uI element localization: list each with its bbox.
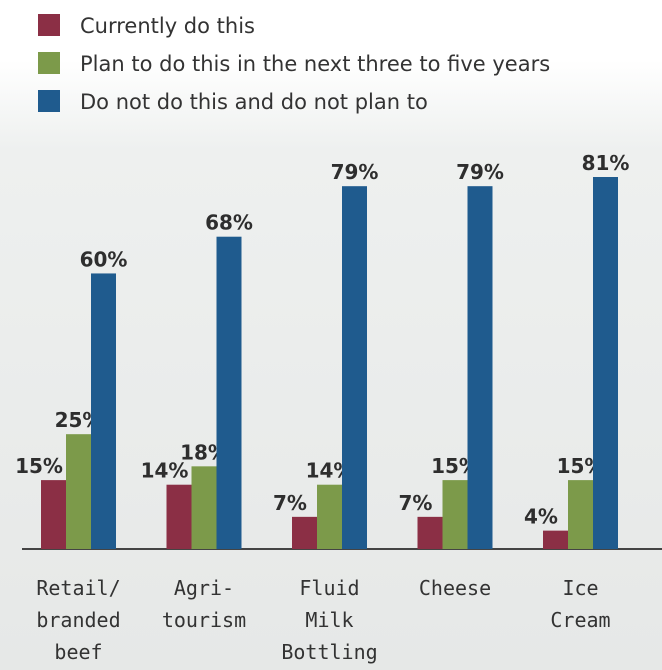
- bar-series-2-cat-1: [66, 434, 91, 549]
- category-label-3-line-1: Fluid: [299, 576, 359, 600]
- legend-label-1: Currently do this: [80, 14, 255, 38]
- category-label-5-line-1: Ice: [562, 576, 598, 600]
- legend-label-3: Do not do this and do not plan to: [80, 90, 428, 114]
- data-label-series-3-cat-2: 68%: [205, 211, 253, 235]
- data-label-series-3-cat-3: 79%: [331, 160, 379, 184]
- data-label-series-1-cat-5: 4%: [524, 505, 558, 529]
- category-label-1-line-1: Retail/: [36, 576, 120, 600]
- data-label-series-3-cat-1: 60%: [80, 247, 128, 271]
- category-label-3-line-2: Milk: [305, 608, 353, 632]
- category-label-4-line-1: Cheese: [419, 576, 491, 600]
- bar-series-2-cat-4: [442, 480, 468, 549]
- bar-series-3-cat-5: [593, 177, 618, 549]
- bar-series-2-cat-5: [568, 480, 593, 549]
- data-label-series-1-cat-1: 15%: [15, 454, 63, 478]
- legend-swatch-1: [38, 14, 60, 36]
- data-label-series-3-cat-5: 81%: [582, 151, 630, 175]
- data-label-series-1-cat-4: 7%: [399, 491, 433, 515]
- category-label-1-line-3: beef: [54, 640, 102, 664]
- category-label-1-line-2: branded: [36, 608, 120, 632]
- legend-label-2: Plan to do this in the next three to fiv…: [80, 52, 550, 76]
- bar-series-1-cat-3: [292, 516, 317, 549]
- bar-series-3-cat-4: [467, 186, 493, 549]
- category-label-2-line-1: Agri-: [174, 576, 234, 600]
- legend-swatch-3: [38, 90, 60, 112]
- data-label-series-1-cat-2: 14%: [141, 459, 189, 483]
- bar-series-3-cat-3: [342, 186, 367, 549]
- category-label-2-line-2: tourism: [162, 608, 246, 632]
- legend-swatch-2: [38, 52, 60, 74]
- data-label-series-3-cat-4: 79%: [456, 160, 504, 184]
- bar-series-1-cat-4: [417, 516, 443, 549]
- bar-series-2-cat-3: [317, 484, 342, 549]
- bar-series-1-cat-5: [543, 530, 568, 549]
- data-label-series-1-cat-3: 7%: [273, 491, 307, 515]
- bar-series-3-cat-2: [216, 236, 242, 549]
- bar-series-1-cat-1: [41, 480, 66, 549]
- bar-series-1-cat-2: [166, 484, 192, 549]
- category-label-3-line-3: Bottling: [281, 640, 377, 664]
- category-label-5-line-2: Cream: [550, 608, 610, 632]
- bar-series-2-cat-2: [191, 466, 217, 549]
- bar-series-3-cat-1: [91, 273, 116, 549]
